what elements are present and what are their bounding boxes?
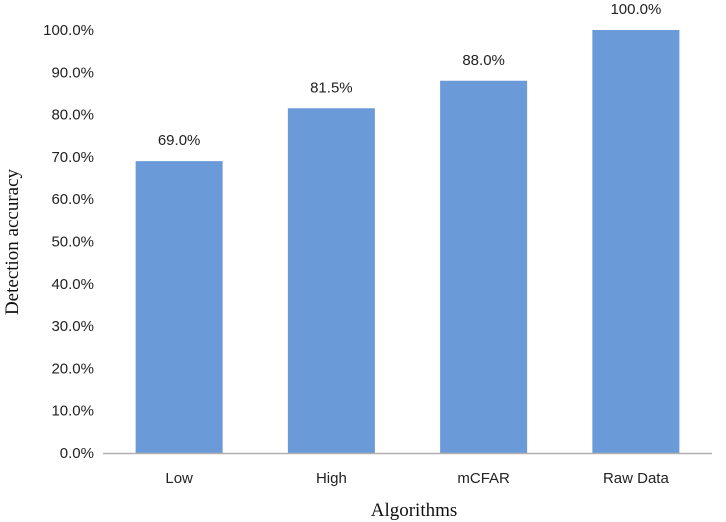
y-tick-label: 100.0% — [43, 22, 94, 39]
data-label: 88.0% — [462, 52, 505, 69]
bar — [287, 108, 375, 453]
bars — [135, 30, 680, 453]
x-axis-title: Algorithms — [371, 500, 458, 521]
y-tick-label: 10.0% — [51, 403, 94, 420]
x-tick-label: mCFAR — [457, 470, 510, 487]
y-tick-label: 20.0% — [51, 360, 94, 377]
y-tick-label: 0.0% — [60, 445, 94, 462]
x-tick-label: Raw Data — [603, 470, 670, 487]
y-tick-label: 80.0% — [51, 107, 94, 124]
bar — [440, 80, 528, 453]
data-label: 100.0% — [610, 1, 661, 18]
bar — [135, 161, 223, 453]
data-label: 69.0% — [158, 132, 201, 149]
y-axis-ticks: 0.0% 10.0% 20.0% 30.0% 40.0% 50.0% 60.0% 70.0% 8… — [43, 22, 94, 462]
y-axis-title: Detection accuracy — [2, 168, 23, 315]
x-tick-label: High — [316, 470, 347, 487]
y-tick-label: 50.0% — [51, 234, 94, 251]
y-tick-label: 60.0% — [51, 191, 94, 208]
y-tick-label: 40.0% — [51, 276, 94, 293]
x-tick-label: Low — [165, 470, 193, 487]
y-tick-label: 90.0% — [51, 64, 94, 81]
bar — [592, 30, 680, 453]
data-labels: 69.0% 81.5% 88.0% 100.0% — [158, 1, 661, 149]
x-axis-ticks: Low High mCFAR Raw Data — [165, 470, 669, 487]
data-label: 81.5% — [310, 79, 353, 96]
y-tick-label: 70.0% — [51, 149, 94, 166]
y-tick-label: 30.0% — [51, 318, 94, 335]
